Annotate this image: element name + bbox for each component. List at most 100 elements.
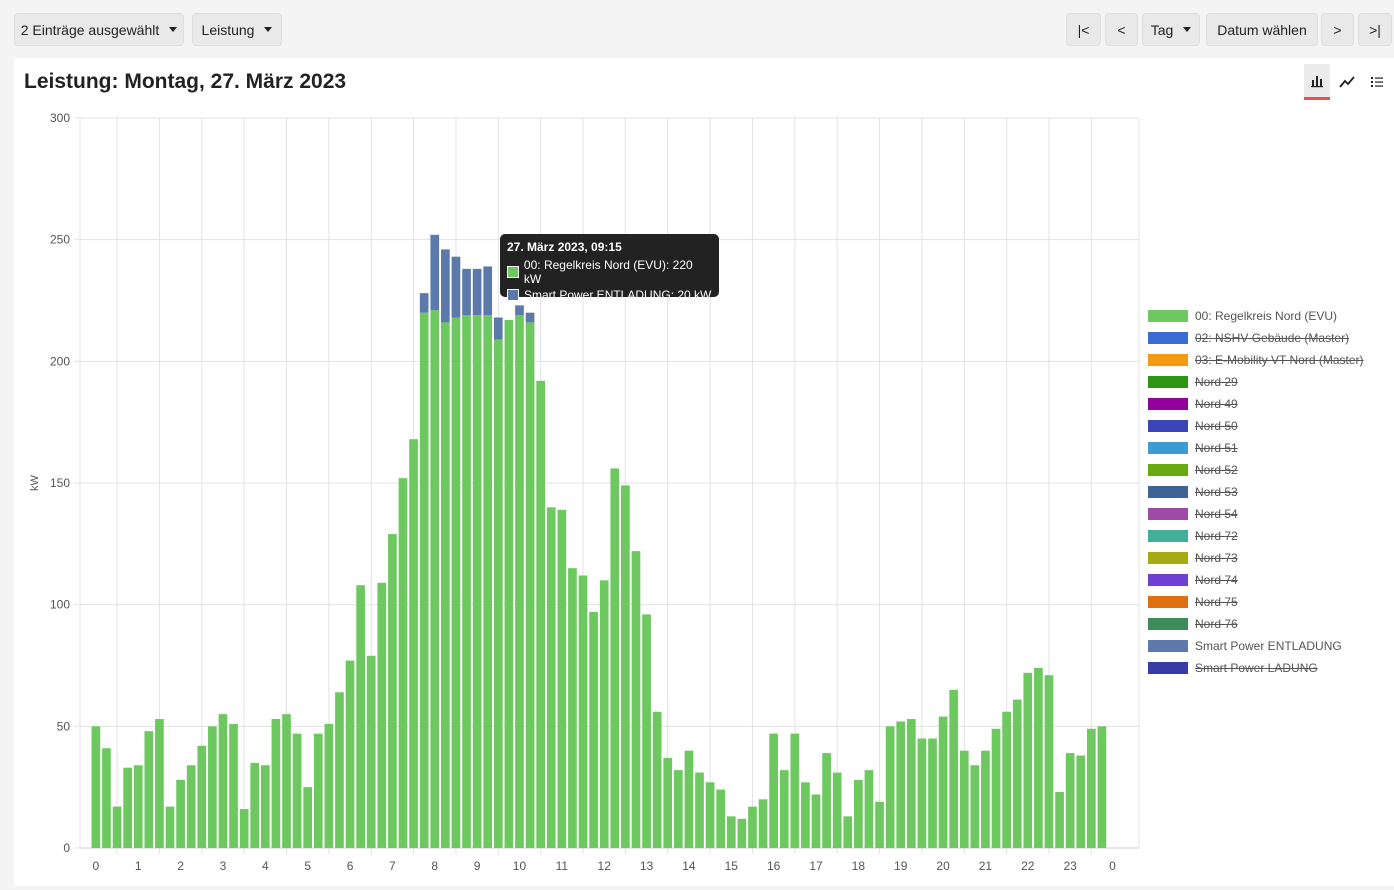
period-dropdown[interactable]: Tag [1142,13,1200,46]
bar-regelkreis-nord[interactable] [875,801,884,848]
next-button[interactable]: > [1321,13,1354,46]
bar-regelkreis-nord[interactable] [335,692,344,848]
bar-regelkreis-nord[interactable] [515,315,524,849]
bar-smart-power-entladung[interactable] [525,312,535,323]
bar-regelkreis-nord[interactable] [1097,726,1107,848]
bar-regelkreis-nord[interactable] [1034,667,1043,848]
bar-regelkreis-nord[interactable] [938,716,948,848]
bar-regelkreis-nord[interactable] [917,738,927,849]
bar-regelkreis-nord[interactable] [843,816,853,848]
date-picker-button[interactable]: Datum wählen [1206,13,1318,46]
bar-smart-power-entladung[interactable] [451,256,461,318]
bar-regelkreis-nord[interactable] [155,719,164,848]
bar-regelkreis-nord[interactable] [112,806,122,848]
bar-regelkreis-nord[interactable] [642,614,651,848]
bar-regelkreis-nord[interactable] [462,315,471,849]
legend-item[interactable]: Nord 74 [1148,570,1238,590]
bar-regelkreis-nord[interactable] [991,728,1001,848]
bar-regelkreis-nord[interactable] [451,317,461,848]
bar-regelkreis-nord[interactable] [546,507,556,848]
bar-regelkreis-nord[interactable] [430,310,440,848]
bar-regelkreis-nord[interactable] [102,748,111,848]
legend-item[interactable]: Nord 51 [1148,438,1238,458]
bar-regelkreis-nord[interactable] [1012,699,1022,848]
bar-regelkreis-nord[interactable] [388,534,397,848]
bar-regelkreis-nord[interactable] [811,794,821,848]
bar-regelkreis-nord[interactable] [652,711,662,848]
bar-regelkreis-nord[interactable] [250,762,260,848]
legend-item[interactable]: Nord 50 [1148,416,1238,436]
legend-item[interactable]: Nord 52 [1148,460,1238,480]
bar-regelkreis-nord[interactable] [801,782,810,848]
bar-regelkreis-nord[interactable] [91,726,101,848]
bar-regelkreis-nord[interactable] [165,806,175,848]
bar-regelkreis-nord[interactable] [176,779,185,848]
bar-regelkreis-nord[interactable] [610,468,620,848]
bar-regelkreis-nord[interactable] [525,322,535,848]
last-button[interactable]: >| [1358,13,1392,46]
view-line-button[interactable] [1334,64,1360,100]
legend-item[interactable]: Nord 75 [1148,592,1238,612]
bar-regelkreis-nord[interactable] [726,816,736,848]
bar-regelkreis-nord[interactable] [186,765,196,848]
bar-regelkreis-nord[interactable] [599,580,609,848]
bar-regelkreis-nord[interactable] [1076,755,1086,848]
bar-regelkreis-nord[interactable] [1087,728,1096,848]
bar-regelkreis-nord[interactable] [695,772,704,848]
bar-regelkreis-nord[interactable] [705,782,715,848]
bar-regelkreis-nord[interactable] [483,315,493,849]
legend-item[interactable]: Nord 54 [1148,504,1238,524]
bar-regelkreis-nord[interactable] [737,818,747,848]
bar-regelkreis-nord[interactable] [504,319,514,848]
bar-regelkreis-nord[interactable] [292,733,302,848]
bar-regelkreis-nord[interactable] [398,478,408,848]
bar-regelkreis-nord[interactable] [959,750,969,848]
bar-regelkreis-nord[interactable] [208,726,217,848]
bar-smart-power-entladung[interactable] [462,268,471,316]
bar-regelkreis-nord[interactable] [589,611,598,848]
prev-button[interactable]: < [1105,13,1138,46]
bar-regelkreis-nord[interactable] [949,689,959,848]
bar-smart-power-entladung[interactable] [493,317,503,340]
bar-regelkreis-nord[interactable] [313,733,323,848]
bar-regelkreis-nord[interactable] [123,767,132,848]
bar-regelkreis-nord[interactable] [779,770,789,848]
bar-regelkreis-nord[interactable] [1065,753,1075,848]
bar-regelkreis-nord[interactable] [557,509,567,848]
view-bar-button[interactable] [1304,64,1330,100]
legend-item[interactable]: Nord 53 [1148,482,1238,502]
bar-smart-power-entladung[interactable] [472,268,482,316]
bar-regelkreis-nord[interactable] [536,380,546,848]
bar-regelkreis-nord[interactable] [578,575,588,848]
bar-regelkreis-nord[interactable] [303,787,313,848]
bar-regelkreis-nord[interactable] [854,779,863,848]
legend-item[interactable]: 00: Regelkreis Nord (EVU) [1148,306,1337,326]
bar-regelkreis-nord[interactable] [1044,675,1054,848]
bar-regelkreis-nord[interactable] [716,789,726,848]
bar-regelkreis-nord[interactable] [621,485,630,848]
bar-regelkreis-nord[interactable] [790,733,800,848]
bar-regelkreis-nord[interactable] [345,660,355,848]
bar-regelkreis-nord[interactable] [928,738,937,849]
bar-smart-power-entladung[interactable] [483,266,493,316]
bar-regelkreis-nord[interactable] [218,714,228,848]
bar-regelkreis-nord[interactable] [133,765,143,848]
bar-regelkreis-nord[interactable] [493,339,503,848]
bar-regelkreis-nord[interactable] [1002,711,1011,848]
bar-smart-power-entladung[interactable] [419,293,429,313]
bar-regelkreis-nord[interactable] [684,750,694,848]
bar-regelkreis-nord[interactable] [748,806,757,848]
selection-dropdown[interactable]: 2 Einträge ausgewählt [14,13,184,46]
bar-regelkreis-nord[interactable] [271,719,281,848]
metric-dropdown[interactable]: Leistung [192,13,282,46]
bar-regelkreis-nord[interactable] [970,765,980,848]
legend-item[interactable]: Nord 72 [1148,526,1238,546]
legend-item[interactable]: 02: NSHV Gebäude (Master) [1148,328,1349,348]
first-button[interactable]: |< [1066,13,1101,46]
legend-item[interactable]: Smart Power ENTLADUNG [1148,636,1342,656]
bar-regelkreis-nord[interactable] [981,750,990,848]
bar-regelkreis-nord[interactable] [282,714,291,848]
view-list-button[interactable] [1364,64,1390,100]
bar-regelkreis-nord[interactable] [673,770,683,848]
bar-regelkreis-nord[interactable] [1023,672,1033,848]
